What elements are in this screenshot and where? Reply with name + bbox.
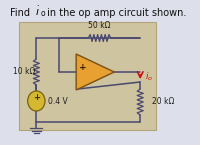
Text: o: o (41, 10, 45, 19)
Text: 0.4 V: 0.4 V (48, 97, 67, 106)
Text: $\dot{\imath}$: $\dot{\imath}$ (35, 5, 40, 18)
Text: 20 kΩ: 20 kΩ (152, 97, 175, 106)
Text: 50 kΩ: 50 kΩ (88, 21, 111, 30)
Text: Find: Find (10, 8, 34, 18)
Polygon shape (76, 54, 114, 90)
Circle shape (28, 91, 45, 111)
Text: +: + (79, 62, 87, 71)
FancyBboxPatch shape (19, 22, 156, 130)
Text: 10 kΩ: 10 kΩ (13, 68, 35, 77)
Text: +: + (33, 94, 40, 103)
Text: in the op amp circuit shown.: in the op amp circuit shown. (44, 8, 187, 18)
Text: $i_o$: $i_o$ (145, 71, 153, 83)
